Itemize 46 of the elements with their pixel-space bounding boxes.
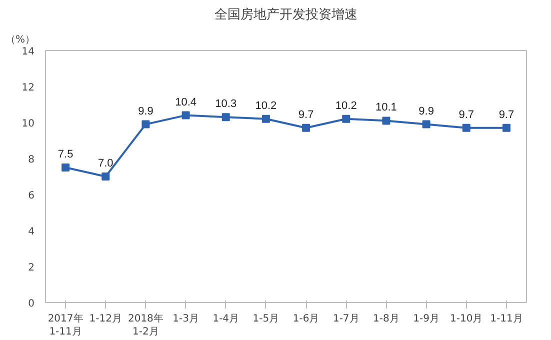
y-axis-title: （%） (6, 34, 36, 46)
text: 10.4 (175, 96, 197, 108)
point (62, 164, 70, 172)
point (502, 124, 510, 132)
text: 10.1 (376, 102, 397, 114)
point (422, 120, 430, 128)
text: 9.7 (458, 108, 474, 121)
x-tick-label: 2017年 1-11月 (48, 312, 84, 338)
y-tick-label: 12 (22, 82, 35, 94)
x-tick-label: 1-5月 (252, 314, 280, 324)
chart-title: 全国房地产开发投资增速 (214, 6, 358, 22)
text: 10.2 (335, 100, 357, 112)
y-tick-label: 8 (28, 154, 35, 166)
x-tick-label: 1-8月 (373, 314, 400, 324)
text: 9.7 (498, 108, 514, 121)
text: 9.9 (138, 105, 154, 118)
point (142, 120, 150, 128)
point (102, 172, 110, 180)
x-tick-label: 1-7月 (332, 314, 360, 324)
x-tick-label: 1-4月 (212, 314, 240, 324)
text: 9.9 (418, 105, 434, 118)
text: 10.2 (255, 100, 277, 112)
y-tick-label: 0 (28, 298, 35, 310)
text: 7.0 (98, 158, 114, 170)
y-tick-label: 14 (22, 46, 35, 58)
x-tick-label: 1-11月 (490, 314, 523, 324)
x-tick-label: 1-12月 (89, 314, 122, 324)
x-tick-label: 1-9月 (413, 314, 440, 324)
y-tick-label: 10 (22, 118, 35, 130)
x-tick-label: 1-10月 (450, 314, 483, 324)
point (302, 124, 310, 132)
x-tick-label: 1-6月 (292, 314, 320, 324)
point (342, 114, 350, 123)
y-tick-label: 6 (28, 190, 35, 202)
x-tick-label: 2018年 1-2月 (128, 312, 164, 338)
y-tick-label: 4 (28, 226, 35, 238)
point (182, 111, 190, 120)
x-tick-label: 1-3月 (172, 314, 199, 324)
text: 10.3 (215, 98, 237, 110)
text: 9.7 (298, 108, 314, 121)
point (222, 113, 230, 122)
point (382, 116, 390, 125)
point (462, 124, 470, 132)
text: 7.5 (58, 148, 74, 160)
y-tick-label: 2 (28, 262, 35, 274)
point (262, 114, 270, 123)
